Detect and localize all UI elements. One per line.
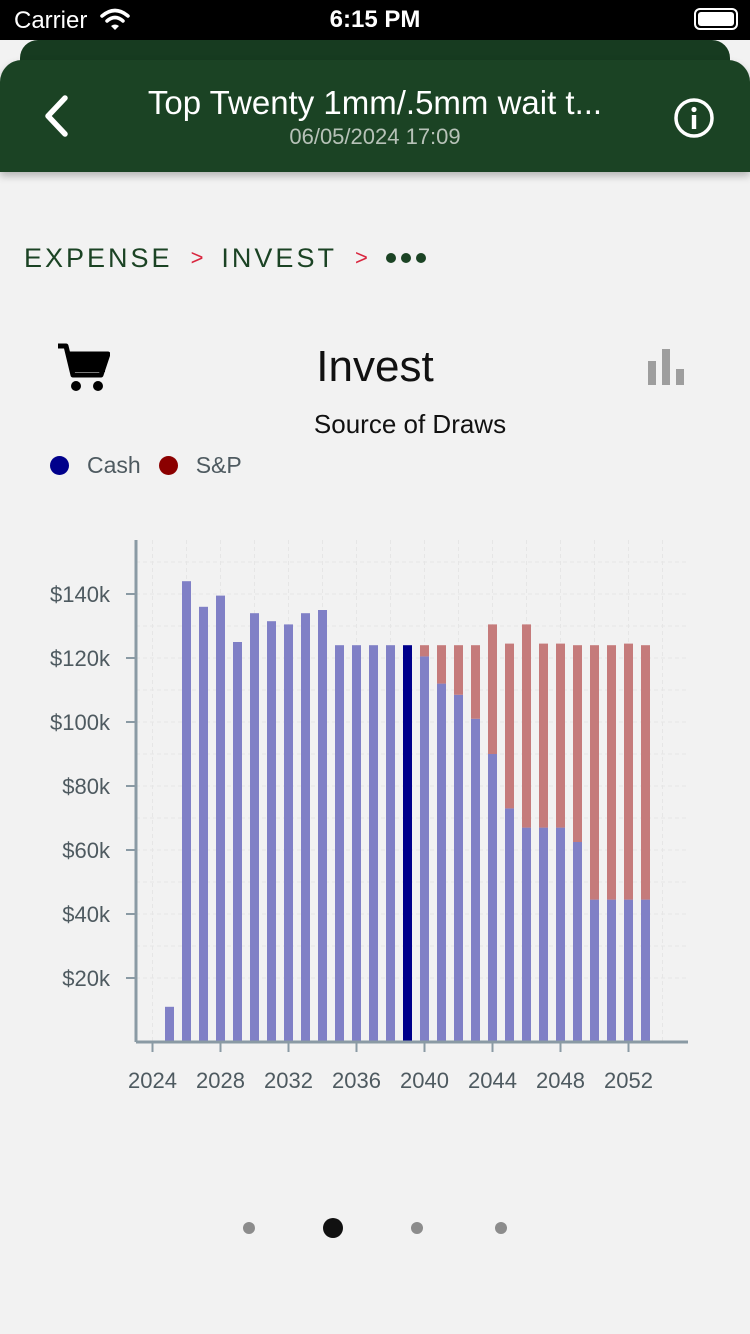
breadcrumb-invest[interactable]: INVEST [221,242,337,273]
bar-cash [624,899,633,1042]
page-indicator [0,1216,750,1240]
bar-cash [199,606,208,1042]
breadcrumb-separator: > [190,245,204,270]
x-tick-label: 2024 [128,1068,177,1093]
legend-swatch-sp [158,456,178,475]
more-horizontal-icon[interactable] [385,253,426,263]
legend-item-sp[interactable]: S&P [158,452,242,479]
bar-sp [607,645,616,900]
back-chevron-icon[interactable] [38,90,78,142]
chart-title: Invest [316,342,434,391]
x-tick-label: 2052 [604,1068,653,1093]
bar-cash [556,827,565,1042]
bar-sp [522,624,531,828]
nav-bar: Top Twenty 1mm/.5mm wait t... 06/05/2024… [0,60,750,172]
bar-cash [420,656,429,1042]
bar-cash [301,613,310,1042]
y-tick-label: $100k [50,710,111,735]
bar-cash [573,842,582,1042]
bar-sp [471,645,480,719]
y-tick-label: $20k [62,966,111,991]
battery-icon [694,8,738,30]
bar-sp [556,643,565,828]
y-tick-label: $60k [62,838,111,863]
page-dot[interactable] [495,1222,507,1234]
x-tick-label: 2036 [332,1068,381,1093]
bar-cash [267,621,276,1042]
page-dot-active[interactable] [323,1218,343,1238]
info-icon[interactable] [672,96,716,140]
bar-cash [284,624,293,1042]
page-dot[interactable] [411,1222,423,1234]
bar-cash [369,645,378,1042]
y-tick-label: $140k [50,582,111,607]
bar-cash [233,642,242,1042]
x-tick-label: 2040 [400,1068,449,1093]
chart-legend: Cash S&P [50,452,260,479]
bar-cash [641,899,650,1042]
bar-cash [590,899,599,1042]
bar-sp [488,624,497,754]
y-tick-label: $40k [62,902,111,927]
bar-cash [165,1006,174,1042]
legend-item-cash[interactable]: Cash [50,452,141,479]
breadcrumb: EXPENSE > INVEST > [24,238,426,278]
breadcrumb-separator: > [354,245,368,270]
bar-cash [318,610,327,1042]
bar-sp [641,645,650,900]
bar-cash [522,827,531,1042]
bar-cash [335,645,344,1042]
bar-cash [250,613,259,1042]
page-title: Top Twenty 1mm/.5mm wait t... [147,84,603,121]
x-tick-label: 2048 [536,1068,585,1093]
bar-cash [488,754,497,1042]
breadcrumb-expense[interactable]: EXPENSE [24,242,173,273]
page-dot[interactable] [243,1222,255,1234]
x-tick-label: 2044 [468,1068,517,1093]
wifi-icon [100,8,130,30]
source-of-draws-chart: $20k $40k $60k $80k $100k $120k $140k 2024 2028 2… [50,540,688,1093]
chart-subtitle: Source of Draws [313,409,507,439]
y-tick-label: $80k [62,774,111,799]
clock: 6:15 PM [329,6,421,33]
bar-sp [505,643,514,809]
bar-cash [471,718,480,1042]
bar-cash [182,581,191,1042]
bar-sp [573,645,582,842]
bar-sp [624,643,633,900]
legend-label-sp: S&P [195,452,242,478]
bar-cash [352,645,361,1042]
bar-chart-icon[interactable] [648,349,686,387]
bar-sp [420,645,429,657]
shopping-cart-icon[interactable] [56,342,110,394]
status-bar: Carrier 6:15 PM [0,0,750,40]
bar-sp [590,645,599,900]
bar-cash [505,808,514,1042]
x-tick-label: 2028 [196,1068,245,1093]
bar-sp [437,645,446,684]
bar-cash [216,595,225,1042]
bar-cash [437,683,446,1042]
carrier-label: Carrier [14,7,88,34]
legend-label-cash: Cash [87,452,141,478]
x-tick-label: 2032 [264,1068,313,1093]
bar-cash [386,645,395,1042]
bar-sp [454,645,463,695]
y-tick-label: $120k [50,646,111,671]
bar-cash [607,899,616,1042]
bar-cash [403,645,412,1042]
page-timestamp: 06/05/2024 17:09 [289,124,461,149]
bar-cash [454,694,463,1042]
bar-sp [539,643,548,828]
bar-cash [539,827,548,1042]
legend-swatch-cash [50,456,69,475]
